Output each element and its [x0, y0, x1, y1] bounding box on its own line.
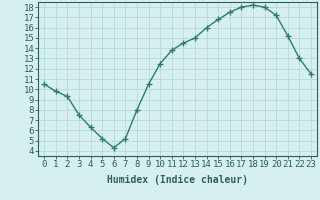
X-axis label: Humidex (Indice chaleur): Humidex (Indice chaleur): [107, 175, 248, 185]
